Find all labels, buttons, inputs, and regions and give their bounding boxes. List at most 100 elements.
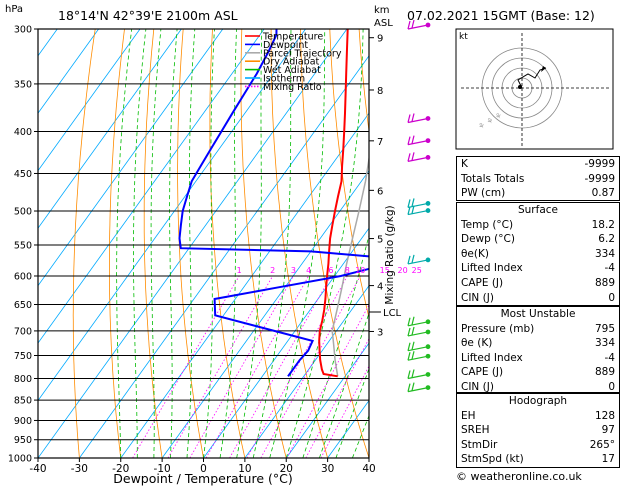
hodograph-row: SREH 97 bbox=[457, 423, 619, 438]
legend-label: Temperature bbox=[262, 32, 323, 43]
wind-barb-flag bbox=[411, 198, 415, 207]
wind-barb-staff bbox=[407, 387, 429, 393]
wet-adiabat-line bbox=[186, 29, 196, 458]
hodograph-value: 265° bbox=[589, 438, 615, 451]
pressure-tick-label: 650 bbox=[14, 300, 32, 311]
altitude-tick-label: 3 bbox=[377, 327, 383, 338]
mixing-ratio-line bbox=[229, 275, 332, 458]
isotherm-line bbox=[38, 29, 99, 114]
most-unstable-row: θe (K) 334 bbox=[457, 336, 619, 351]
wind-barb-flag bbox=[407, 342, 411, 351]
dry-adiabat-line bbox=[270, 29, 328, 458]
mixing-ratio-labels: 1 2 3 4 6 8 10 15 20 25 bbox=[237, 266, 422, 275]
surface-row: CIN (J) 0 bbox=[457, 291, 619, 306]
most-unstable-table: Most Unstable Pressure (mb) 795 θe (K) 334 L… bbox=[456, 306, 620, 393]
wet-adiabat-line bbox=[116, 29, 133, 458]
wet-adiabat-line bbox=[133, 29, 147, 458]
altitude-tick-label: 5 bbox=[377, 235, 383, 246]
hodograph-value: 17 bbox=[601, 453, 615, 466]
pressure-tick-label: 600 bbox=[14, 271, 32, 282]
most-unstable-rows: Pressure (mb) 795 θe (K) 334 Lifted Index -4 C… bbox=[457, 322, 619, 395]
isotherm-line bbox=[38, 29, 306, 402]
wind-barb-flag bbox=[411, 316, 415, 325]
wind-barb bbox=[407, 205, 431, 216]
index-row: PW (cm) 0.87 bbox=[457, 186, 619, 201]
pressure-tick-label: 850 bbox=[14, 396, 32, 407]
hodograph-storm-motion bbox=[518, 85, 522, 89]
mixing-ratio-line bbox=[246, 275, 348, 458]
pressure-tick-label: 1000 bbox=[8, 454, 32, 465]
indices-table: K -9999 Totals Totals -9999 PW (cm) 0.87 bbox=[456, 156, 620, 201]
temperature-tick-label: 0 bbox=[200, 463, 207, 475]
wind-barb-dot bbox=[425, 353, 431, 359]
wind-barb-staff bbox=[407, 209, 429, 216]
hodograph-unit-label: kt bbox=[459, 32, 468, 42]
wind-barb-flag bbox=[407, 20, 411, 30]
most-unstable-value: 889 bbox=[594, 366, 615, 379]
wet-adiabat-line bbox=[169, 29, 178, 458]
hodograph-label: EH bbox=[461, 409, 476, 422]
wind-barb bbox=[407, 135, 431, 146]
surface-row: Dewp (°C) 6.2 bbox=[457, 232, 619, 247]
temperature-tick-label: -10 bbox=[154, 463, 171, 475]
pressure-tick-label: 700 bbox=[14, 326, 32, 337]
hodograph-label: SREH bbox=[461, 424, 490, 437]
legend-label: Dry Adiabat bbox=[263, 57, 320, 68]
wind-barb-flag bbox=[411, 254, 415, 264]
altitude-tick-label: 6 bbox=[377, 186, 383, 197]
legend-label: Mixing Ratio bbox=[263, 82, 322, 93]
mixing-ratio-line bbox=[260, 275, 361, 458]
wind-barb-flag bbox=[411, 113, 415, 122]
wind-barb-flag bbox=[407, 317, 411, 326]
most-unstable-row: Lifted Index -4 bbox=[457, 351, 619, 366]
surface-label: CIN (J) bbox=[461, 291, 494, 304]
surface-value: -4 bbox=[604, 262, 615, 275]
pressure-tick-label: 550 bbox=[14, 240, 32, 251]
surface-rows: Temp (°C) 18.2 Dewp (°C) 6.2 θe(K) 334 Lifted … bbox=[457, 218, 619, 306]
wind-barb-dot bbox=[425, 208, 431, 213]
wind-barb bbox=[407, 382, 431, 393]
altitude-tick-label: 9 bbox=[377, 34, 383, 45]
wind-barb-dot bbox=[425, 154, 431, 160]
y-unit-label: hPa bbox=[5, 4, 23, 15]
wind-barb-flag bbox=[411, 152, 415, 161]
hodograph-rows: EH 128 SREH 97 StmDir 265° StmSpd (kt) 17 bbox=[457, 409, 619, 467]
most-unstable-label: θe (K) bbox=[461, 337, 493, 350]
indices-rows: K -9999 Totals Totals -9999 PW (cm) 0.87 bbox=[457, 157, 619, 201]
wind-barb-staff bbox=[407, 156, 429, 162]
km-unit-label: km bbox=[374, 5, 390, 16]
location-header: 18°14'N 42°39'E 2100m ASL bbox=[58, 8, 238, 23]
profile-lines bbox=[178, 29, 369, 378]
wind-barb-flag bbox=[411, 351, 415, 360]
most-unstable-value: 795 bbox=[594, 322, 615, 335]
mixing-ratio-label: 3 bbox=[291, 266, 296, 275]
isotherm-line bbox=[285, 342, 369, 458]
wind-barb-dot bbox=[425, 138, 431, 144]
wind-barb-flag bbox=[407, 136, 411, 145]
mixing-ratio-label: 4 bbox=[306, 266, 311, 275]
temperature-tick-label: -30 bbox=[71, 463, 88, 475]
hodograph-value: 128 bbox=[594, 409, 615, 422]
index-label: PW (cm) bbox=[461, 187, 506, 200]
wind-barb-flag bbox=[407, 255, 411, 265]
index-value: -9999 bbox=[584, 158, 615, 170]
wind-barb-staff bbox=[407, 140, 429, 146]
legend-label: Wet Adiabat bbox=[263, 65, 321, 76]
dewpoint-profile bbox=[178, 29, 369, 377]
wind-barb-dot bbox=[425, 319, 431, 325]
pressure-tick-label: 450 bbox=[14, 169, 32, 180]
wind-barb-dot bbox=[425, 329, 431, 335]
index-row: Totals Totals -9999 bbox=[457, 172, 619, 187]
isotherm-line bbox=[79, 55, 369, 458]
hodograph-trace bbox=[517, 67, 547, 89]
most-unstable-label: CAPE (J) bbox=[461, 366, 504, 379]
hodograph-table: Hodograph EH 128 SREH 97 StmDir 265° StmSpd (k… bbox=[456, 393, 620, 468]
isotherm-line bbox=[38, 29, 182, 229]
most-unstable-label: Pressure (mb) bbox=[461, 322, 535, 335]
wind-barb-staff bbox=[407, 346, 429, 352]
wind-barb-flag bbox=[407, 383, 411, 392]
index-value: 0.87 bbox=[591, 187, 615, 200]
index-label: K bbox=[461, 158, 468, 170]
wind-barb-staff bbox=[407, 117, 429, 124]
wind-barb-flag bbox=[411, 326, 415, 336]
